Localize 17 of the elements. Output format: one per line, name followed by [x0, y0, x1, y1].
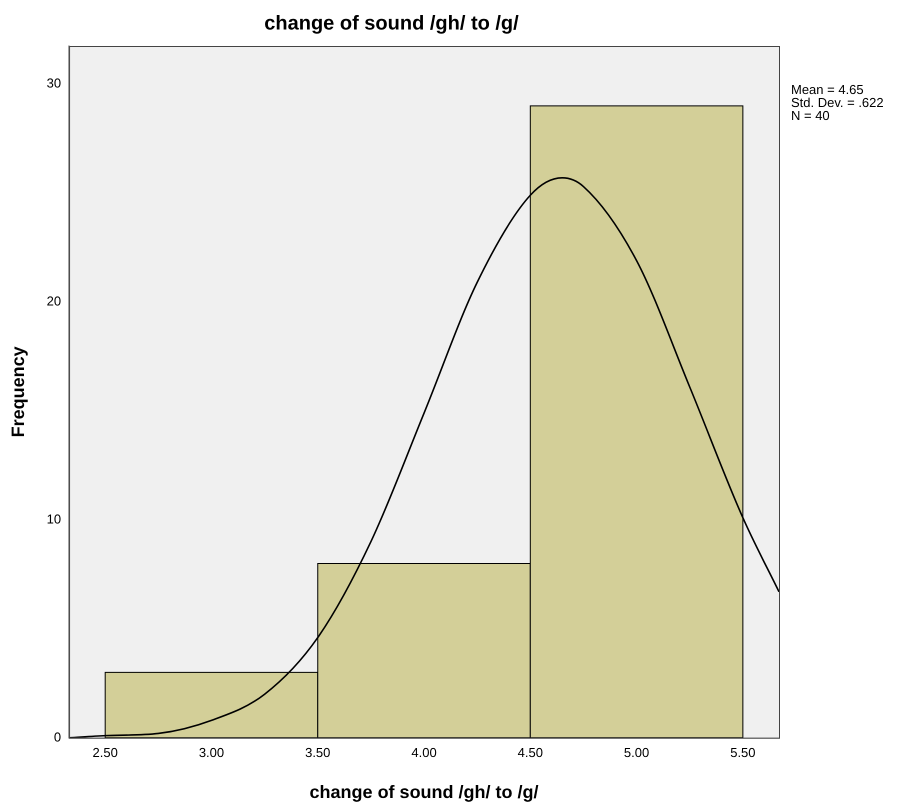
text: Mean = 4.65: [791, 82, 864, 98]
x-tick-label: 4.00: [411, 745, 437, 760]
text: Std. Dev. = .622: [791, 95, 884, 110]
y-tick-label: 0: [54, 729, 62, 744]
x-tick-label: 2.50: [92, 745, 118, 760]
x-axis-title: change of sound /gh/ to /g/: [310, 782, 539, 802]
x-tick-label: 3.50: [305, 745, 330, 760]
y-tick-label: 20: [46, 294, 62, 309]
y-axis-title: Frequency: [8, 346, 28, 438]
chart-title: change of sound /gh/ to /g/: [264, 12, 520, 35]
x-tick-label: 5.00: [624, 745, 650, 760]
x-tick-label: 5.50: [730, 745, 756, 760]
x-tick-label: 3.00: [198, 745, 224, 760]
y-tick-label: 10: [46, 511, 62, 526]
y-tick-label: 30: [46, 76, 62, 91]
x-tick-label: 4.50: [518, 745, 543, 760]
text: N = 40: [791, 108, 830, 124]
